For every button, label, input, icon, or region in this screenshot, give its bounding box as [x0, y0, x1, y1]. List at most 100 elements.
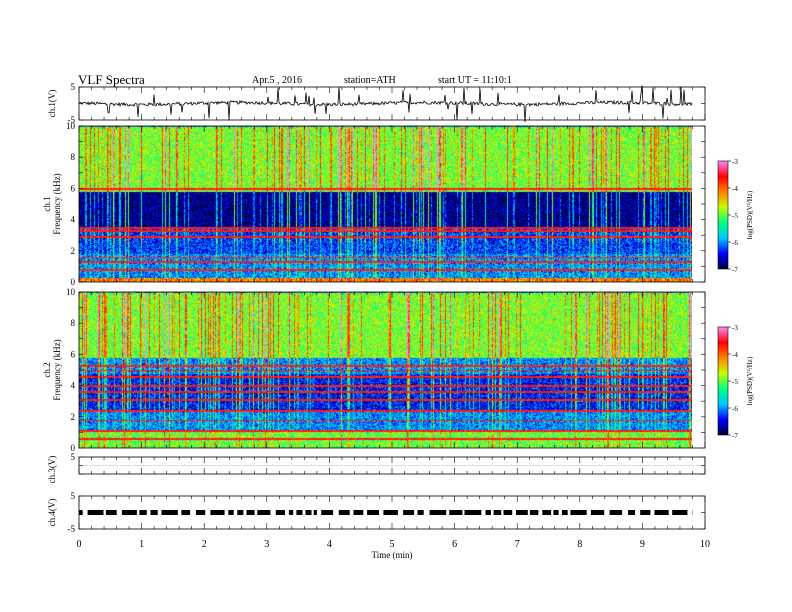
ch2-spec-ytick-label: 8 [71, 318, 76, 328]
ch1-colorbar-ticks: -3 -4 -5 -6 -7 [728, 158, 738, 274]
ch1-spec-ytick-label: 10 [66, 121, 76, 131]
ch4-pulse [338, 510, 350, 515]
x-tick-label: 4 [327, 539, 332, 550]
ch4-pulse [464, 510, 482, 515]
ch1-spec-ytick-label: 6 [71, 183, 76, 193]
x-tick-label: 10 [700, 539, 710, 550]
x-axis-title: Time (min) [372, 550, 413, 560]
ch1-ytick-label: 5 [71, 82, 76, 92]
ch4-pulse [288, 510, 294, 515]
ch4-pulse [275, 510, 285, 515]
ch2-spec-ytick-label: 10 [66, 287, 76, 297]
colorbar-tick-label: -4 [732, 185, 738, 193]
ch4-pulse [353, 510, 364, 515]
ch4-pulse [305, 510, 312, 515]
ch4-waveform-frame-xticks [78, 496, 706, 529]
ch1-colorbar [717, 160, 729, 270]
ch1-spec-ylabel-line: Frequency (kHz) [52, 173, 62, 234]
ch1-ylabel-line: ch.1(V) [47, 90, 57, 118]
ch2-spec-ytick-label: 4 [71, 381, 76, 391]
ch2-colorbar [717, 326, 729, 436]
ch4-pulse [321, 510, 334, 515]
ch4-pulse [210, 510, 225, 515]
ch1-waveform-frame-xticks [78, 87, 706, 120]
ch1-spec-ytick-label: 0 [71, 277, 76, 287]
ch4-pulse [429, 510, 447, 515]
x-tick-label: 3 [264, 539, 269, 550]
x-tick-label: 7 [515, 539, 520, 550]
ch4-pulse [590, 510, 605, 515]
ch4-pulse [654, 510, 669, 515]
ch1-spectrogram-image [79, 126, 692, 282]
ch2-spec-ytick-label: 0 [71, 443, 76, 453]
colorbar-label: log(PSD)(V²/Hz) [746, 190, 754, 239]
ch4-pulse [561, 510, 568, 515]
colorbar-tick-label: -7 [732, 266, 738, 274]
x-tick-label: 0 [77, 539, 82, 550]
ch4-pulse [313, 510, 317, 515]
colorbar-tick-label: -7 [732, 432, 738, 440]
ch4-pulse [609, 510, 623, 515]
ch4-pulse [150, 510, 158, 515]
ch4-ylabel-line: ch.4(V) [47, 499, 57, 527]
ch4-yticks: 5 -5 [68, 491, 705, 534]
ch1-ylabel: ch.1(V) [47, 90, 57, 118]
ch1-yticks: 5 -5 [68, 82, 705, 125]
ch4-pulse [542, 510, 552, 515]
x-tick-label: 5 [390, 539, 395, 550]
ch4-ylabel: ch.4(V) [47, 499, 57, 527]
ch1-spectrogram-frame-xticks [78, 126, 706, 282]
ch1-colorbar-label: log(PSD)(V²/Hz) [746, 190, 754, 239]
ch2-spec-ylabel: ch.2 Frequency (kHz) [42, 339, 62, 400]
x-tick-label: 8 [577, 539, 582, 550]
ch4-pulse [139, 510, 147, 515]
ch2-spec-ylabel-line: ch.2 [42, 362, 52, 377]
ch1-spec-yticks: 0 2 4 6 8 10 [66, 121, 705, 287]
ch4-pulse [640, 510, 651, 515]
figure-title: VLF Spectra [78, 72, 145, 87]
ch4-pulse [672, 510, 688, 515]
ch2-spectrogram-image [79, 292, 692, 448]
ch4-pulse [105, 510, 117, 515]
ch4-pulse [161, 510, 178, 515]
ch4-pulse [493, 510, 502, 515]
ch2-colorbar-ticks: -3 -4 -5 -6 -7 [728, 324, 738, 440]
start-time-label: start UT = 11:10:1 [438, 75, 512, 86]
ch4-pulse [503, 510, 513, 515]
colorbar-tick-label: -3 [732, 324, 738, 332]
ch2-spec-yticks: 0 2 4 6 8 10 [66, 287, 705, 453]
colorbar-tick-label: -4 [732, 351, 738, 359]
ch4-pulse [553, 510, 559, 515]
x-tick-label: 6 [452, 539, 457, 550]
ch1-trace [78, 85, 693, 123]
ch2-spec-ytick-label: 6 [71, 349, 76, 359]
ch4-pulse [417, 510, 424, 515]
ch3-waveform-frame-xticks [78, 457, 706, 474]
colorbar-tick-label: -5 [732, 212, 738, 220]
ch4-pulse [628, 510, 635, 515]
colorbar-tick-label: -5 [732, 378, 738, 386]
ch4-ytick-label: -5 [68, 524, 76, 534]
ch2-spec-ytick-label: 2 [71, 412, 76, 422]
ch2-colorbar-label: log(PSD)(V²/Hz) [746, 356, 754, 405]
ch2-spectrogram-frame-xticks [78, 292, 706, 448]
x-tick-label: 9 [640, 539, 645, 550]
colorbar-tick-label: -6 [732, 239, 738, 247]
ch4-pulse [529, 510, 539, 515]
ch4-pulse [449, 510, 463, 515]
ch4-pulse [246, 510, 255, 515]
ch1-spec-ytick-label: 2 [71, 246, 76, 256]
colorbar-tick-label: -3 [732, 158, 738, 166]
ch4-pulse [383, 510, 398, 515]
ch1-ytick-label: -5 [68, 115, 76, 125]
ch4-pulse [485, 510, 491, 515]
x-tick-label: 1 [139, 539, 144, 550]
ch1-spec-ylabel: ch.1 Frequency (kHz) [42, 173, 62, 234]
ch4-pulse [228, 510, 234, 515]
ch1-spec-ylabel-line: ch.1 [42, 196, 52, 211]
x-tick-label: 2 [202, 539, 207, 550]
ch3-ytick-label: 5 [71, 452, 76, 462]
ch1-spec-ytick-label: 4 [71, 215, 76, 225]
